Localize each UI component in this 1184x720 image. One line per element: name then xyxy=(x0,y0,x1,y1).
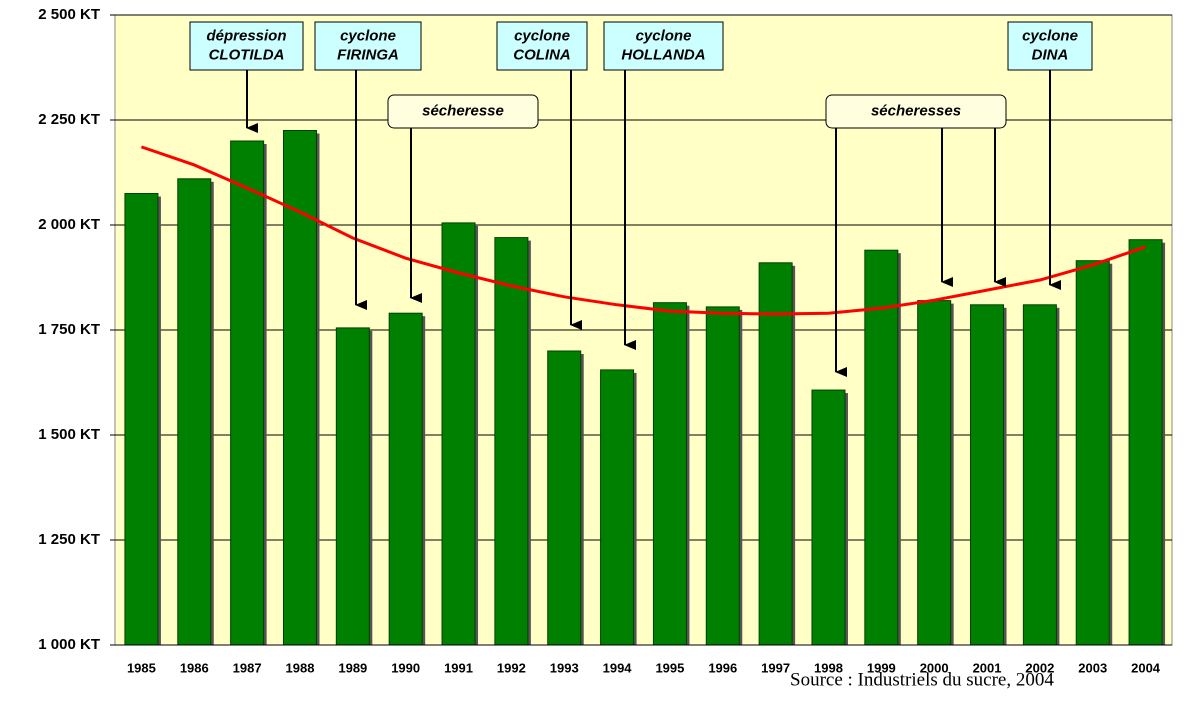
annotation-box xyxy=(387,94,539,129)
bar xyxy=(917,300,952,646)
bar xyxy=(547,350,582,646)
y-tick-label: 1 750 KT xyxy=(38,321,100,338)
bar xyxy=(864,249,899,646)
annotation-text: sécheresses xyxy=(871,102,961,119)
y-tick-label: 2 250 KT xyxy=(38,111,100,128)
x-tick-label: 1999 xyxy=(867,660,896,675)
bar xyxy=(652,302,687,646)
bar xyxy=(1022,304,1057,646)
annotation-text: cyclone xyxy=(1022,27,1078,44)
x-tick-label: 1998 xyxy=(814,660,843,675)
annotation: cyclone HOLLANDA xyxy=(603,21,724,350)
annotation-text: DINA xyxy=(1032,46,1069,63)
trend-line xyxy=(140,145,1147,316)
y-tick-label: 1 000 KT xyxy=(38,636,100,653)
annotation-text: dépression xyxy=(206,27,286,44)
x-tick-label: 1986 xyxy=(180,660,209,675)
bar xyxy=(177,178,212,646)
x-tick-label: 2001 xyxy=(973,660,1002,675)
bar xyxy=(124,193,159,646)
x-tick-label: 1988 xyxy=(286,660,315,675)
annotation-text: sécheresse xyxy=(422,102,504,119)
x-tick-label: 1987 xyxy=(233,660,262,675)
annotation: sécheresses xyxy=(825,94,1007,377)
bar xyxy=(335,327,370,646)
y-tick-label: 1 250 KT xyxy=(38,531,100,548)
annotation-box xyxy=(314,21,422,71)
x-tick-label: 1996 xyxy=(708,660,737,675)
x-tick-label: 1994 xyxy=(603,660,633,675)
annotation-text: cyclone xyxy=(340,27,396,44)
bar xyxy=(441,222,476,646)
x-tick-label: 1997 xyxy=(761,660,790,675)
annotation-box xyxy=(603,21,724,71)
annotation-box xyxy=(1007,21,1093,71)
bar xyxy=(1128,239,1163,646)
annotation: dépression CLOTILDA xyxy=(189,21,304,133)
bar xyxy=(1075,260,1110,646)
y-tick-label: 2 000 KT xyxy=(38,216,100,233)
bar xyxy=(758,262,793,646)
bar xyxy=(388,312,423,646)
x-tick-label: 2002 xyxy=(1025,660,1054,675)
annotation: cyclone COLINA xyxy=(496,21,588,330)
annotation-box xyxy=(189,21,304,71)
annotation-text: CLOTILDA xyxy=(209,46,285,63)
x-tick-label: 1990 xyxy=(391,660,420,675)
x-tick-label: 1989 xyxy=(338,660,367,675)
x-tick-label: 1991 xyxy=(444,660,473,675)
bar xyxy=(705,306,740,646)
annotation-box xyxy=(825,94,1007,129)
bar xyxy=(230,140,265,646)
annotation-text: COLINA xyxy=(513,46,571,63)
bar xyxy=(600,369,635,646)
bar xyxy=(494,237,529,646)
x-tick-label: 1993 xyxy=(550,660,579,675)
annotation-text: FIRINGA xyxy=(337,46,399,63)
bar xyxy=(811,389,846,646)
annotation-text: HOLLANDA xyxy=(621,46,705,63)
x-tick-label: 1992 xyxy=(497,660,526,675)
annotation-text: cyclone xyxy=(636,27,692,44)
annotation: cyclone DINA xyxy=(1007,21,1093,290)
annotation-text: cyclone xyxy=(514,27,570,44)
x-tick-label: 1995 xyxy=(655,660,684,675)
annotation: sécheresse xyxy=(387,94,539,303)
annotation: cyclone FIRINGA xyxy=(314,21,422,310)
x-tick-label: 2003 xyxy=(1078,660,1107,675)
x-tick-label: 1985 xyxy=(127,660,156,675)
x-tick-label: 2004 xyxy=(1131,660,1161,675)
y-tick-label: 2 500 KT xyxy=(38,6,100,23)
x-tick-label: 2000 xyxy=(920,660,949,675)
y-tick-label: 1 500 KT xyxy=(38,426,100,443)
bar xyxy=(970,304,1005,646)
annotation-box xyxy=(496,21,588,71)
source: Source : Industriels du sucre, 2004 xyxy=(790,669,1054,690)
